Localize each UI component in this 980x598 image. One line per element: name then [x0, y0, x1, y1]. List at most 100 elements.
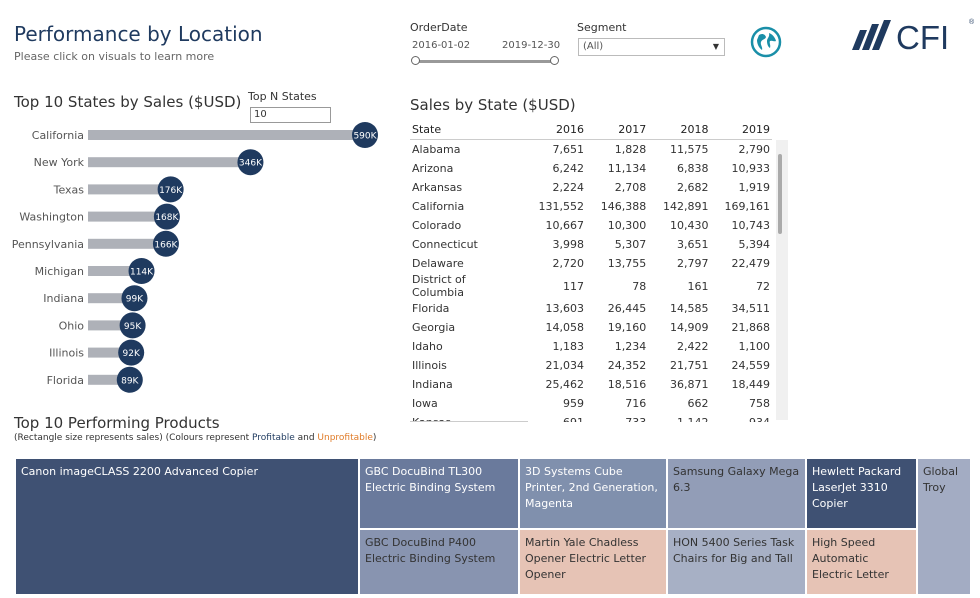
- bar-end-marker[interactable]: [121, 285, 148, 312]
- bar-value-label: 346K: [239, 159, 263, 169]
- table-column-header[interactable]: 2016: [522, 120, 586, 140]
- sales-value-cell: 18,516: [607, 378, 647, 391]
- bar[interactable]: [88, 320, 133, 331]
- sales-table-title: Sales by State ($USD): [410, 96, 576, 114]
- bar-value-label: 166K: [154, 240, 178, 250]
- table-row[interactable]: California 131,552 146,388 142,891 169,161: [410, 197, 772, 216]
- states-bar-chart[interactable]: California 590K New York 346K Texas 176K Washi…: [0, 120, 395, 400]
- table-column-header[interactable]: 2017: [585, 120, 649, 140]
- bar-end-marker[interactable]: [157, 176, 184, 203]
- table-row[interactable]: Kansas6917331,142934: [410, 413, 772, 422]
- state-name-cell: Connecticut: [412, 238, 478, 251]
- state-name-cell: Georgia: [412, 321, 456, 334]
- table-column-header[interactable]: State: [410, 120, 523, 140]
- table-row[interactable]: Georgia 14,058 19,160 14,909 21,868: [410, 318, 772, 337]
- sales-table-container: State 2016 2017 2018 2019 Alabama 7,651 1,828 1…: [410, 120, 790, 422]
- bar-value-label: 176K: [159, 186, 183, 196]
- products-treemap[interactable]: Canon imageCLASS 2200 Advanced Copier GBC…: [15, 458, 971, 595]
- order-date-slider-track[interactable]: [414, 60, 556, 63]
- table-row[interactable]: Illinois 21,034 24,352 21,751 24,559: [410, 356, 772, 375]
- bar-category-label: Illinois: [49, 347, 84, 360]
- bar-end-marker[interactable]: [153, 203, 180, 230]
- table-scroll-thumb[interactable]: [778, 154, 782, 234]
- order-date-end-handle[interactable]: [550, 56, 559, 65]
- caption-profitable: Profitable: [252, 433, 295, 443]
- treemap-tile[interactable]: GBC DocuBind P400 Electric Binding Syste…: [359, 529, 519, 595]
- table-row[interactable]: District of Columbia 117 78 161 72: [410, 273, 772, 299]
- bar[interactable]: [88, 374, 130, 385]
- state-name-cell: Delaware: [412, 257, 464, 270]
- states-chart-title: Top 10 States by Sales ($USD): [14, 93, 242, 111]
- sales-value-cell: 117: [562, 279, 584, 293]
- state-name-cell: California: [412, 200, 465, 213]
- treemap-tile[interactable]: GBC DocuBind TL300 Electric Binding Syst…: [359, 458, 519, 529]
- table-row[interactable]: Florida 13,603 26,445 14,585 34,511: [410, 299, 772, 318]
- top-n-input[interactable]: 10: [250, 107, 331, 123]
- sales-value-cell: 10,743: [731, 219, 771, 232]
- bar[interactable]: [88, 184, 171, 195]
- bar-end-marker[interactable]: [119, 312, 146, 339]
- sales-value-cell: 6,838: [677, 162, 709, 175]
- treemap-tile[interactable]: 3D Systems Cube Printer, 2nd Generation,…: [519, 458, 667, 529]
- bar-end-marker[interactable]: [352, 122, 378, 148]
- bar-value-label: 92K: [123, 349, 141, 359]
- table-row[interactable]: Arkansas 2,224 2,708 2,682 1,919: [410, 178, 772, 197]
- table-row[interactable]: Connecticut 3,998 5,307 3,651 5,394: [410, 235, 772, 254]
- svg-text:®: ®: [969, 18, 975, 26]
- treemap-tile[interactable]: Global Troy: [917, 458, 971, 595]
- sales-value-cell: 1,234: [614, 340, 647, 353]
- bar-end-marker[interactable]: [128, 258, 155, 284]
- sales-value-cell: 13,603: [545, 302, 584, 315]
- globe-icon[interactable]: [750, 26, 782, 58]
- bar-category-label: California: [32, 129, 84, 142]
- sales-value-cell: 10,667: [545, 219, 584, 232]
- table-row[interactable]: Alabama 7,651 1,828 11,575 2,790: [410, 140, 772, 160]
- table-row[interactable]: Indiana 25,462 18,516 36,871 18,449: [410, 375, 772, 394]
- treemap-tile[interactable]: Martin Yale Chadless Opener Electric Let…: [519, 529, 667, 595]
- table-row[interactable]: Iowa 959 716 662 758: [410, 394, 772, 413]
- sales-value-cell: 2,720: [552, 257, 584, 270]
- sales-table: State 2016 2017 2018 2019 Alabama 7,651 1,828 1…: [410, 120, 772, 422]
- bar-end-marker[interactable]: [118, 339, 145, 366]
- sales-value-cell: 934: [711, 413, 772, 422]
- chevron-down-icon: ▼: [712, 42, 719, 51]
- bar[interactable]: [88, 157, 251, 168]
- table-column-header[interactable]: 2018: [648, 120, 711, 140]
- table-row[interactable]: Idaho 1,183 1,234 2,422 1,100: [410, 337, 772, 356]
- sales-value-cell: 19,160: [607, 321, 647, 334]
- sales-value-cell: 10,933: [731, 162, 771, 175]
- treemap-tile[interactable]: Samsung Galaxy Mega 6.3: [667, 458, 806, 529]
- sales-value-cell: 14,585: [670, 302, 709, 315]
- table-scrollbar[interactable]: [776, 140, 788, 420]
- bar-end-marker[interactable]: [237, 149, 264, 176]
- bar[interactable]: [88, 238, 166, 249]
- table-row[interactable]: Delaware 2,720 13,755 2,797 22,479: [410, 254, 772, 273]
- bar-end-marker[interactable]: [116, 366, 143, 393]
- bar-category-label: New York: [34, 156, 85, 169]
- sales-value-cell: 13,755: [607, 257, 647, 270]
- sales-value-cell: 36,871: [670, 378, 709, 391]
- table-row[interactable]: Colorado 10,667 10,300 10,430 10,743: [410, 216, 772, 235]
- sales-value-cell: 161: [687, 279, 709, 293]
- treemap-tile[interactable]: Canon imageCLASS 2200 Advanced Copier: [15, 458, 359, 595]
- bar-value-label: 168K: [155, 213, 179, 223]
- sales-value-cell: 716: [625, 397, 647, 410]
- bar-end-marker[interactable]: [152, 230, 179, 257]
- sales-value-cell: 1,828: [614, 143, 647, 156]
- segment-dropdown[interactable]: (All) ▼: [578, 38, 725, 56]
- bar-value-label: 114K: [130, 268, 154, 278]
- table-row[interactable]: Arizona 6,242 11,134 6,838 10,933: [410, 159, 772, 178]
- bar-category-label: Pennsylvania: [12, 238, 84, 251]
- treemap-tile[interactable]: HON 5400 Series Task Chairs for Big and …: [667, 529, 806, 595]
- caption-suffix: ): [372, 433, 377, 443]
- bar[interactable]: [88, 211, 167, 222]
- bar[interactable]: [88, 266, 142, 276]
- treemap-tile[interactable]: Hewlett Packard LaserJet 3310 Copier: [806, 458, 917, 529]
- bar[interactable]: [88, 347, 132, 358]
- bar[interactable]: [88, 293, 135, 304]
- bar[interactable]: [88, 130, 365, 140]
- table-column-header[interactable]: 2019: [710, 120, 772, 140]
- order-date-end: 2019-12-30: [502, 40, 561, 51]
- treemap-tile[interactable]: High Speed Automatic Electric Letter: [806, 529, 917, 595]
- order-date-start-handle[interactable]: [411, 56, 420, 65]
